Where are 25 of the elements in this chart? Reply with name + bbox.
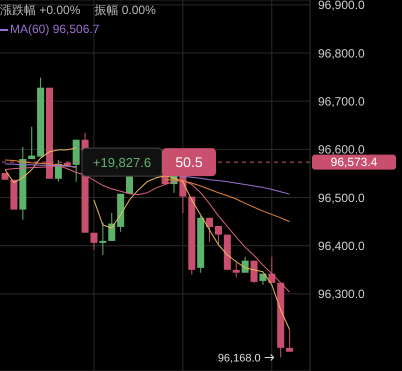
annotation: 50.5 <box>175 154 203 170</box>
y-tick-label: 96,600.0 <box>318 142 366 157</box>
candlestick <box>99 222 106 256</box>
annotation: 漲跌幅 +0.00% <box>0 3 80 17</box>
y-tick-label: 96,400.0 <box>318 238 366 253</box>
legend-entry: MA(60) 96,506.7 <box>0 22 100 36</box>
y-tick-label: 96,500.0 <box>318 190 366 205</box>
candlestick <box>108 212 116 242</box>
y-tick-label: 96,700.0 <box>318 94 366 108</box>
annotation: 96,168.0 <box>218 352 261 365</box>
y-tick-label: 96,300.0 <box>318 287 366 302</box>
annotation: 振幅 0.00% <box>94 3 156 17</box>
legend-label: MA(60) <box>10 22 50 36</box>
y-tick-label: 96,900.0 <box>318 0 366 12</box>
candlestick <box>286 329 294 352</box>
candlestick <box>259 273 266 286</box>
candlestick <box>90 232 98 250</box>
annotation: 96,506.7 <box>52 22 100 36</box>
annotation: +19,827.6 <box>92 155 152 170</box>
y-tick-label: 96,800.0 <box>318 46 366 60</box>
candlestick <box>214 225 222 246</box>
candlestick <box>206 217 214 242</box>
candlestick <box>28 126 36 160</box>
ref-line-label: 96,573.4 <box>330 155 378 170</box>
candlestick <box>250 260 258 284</box>
